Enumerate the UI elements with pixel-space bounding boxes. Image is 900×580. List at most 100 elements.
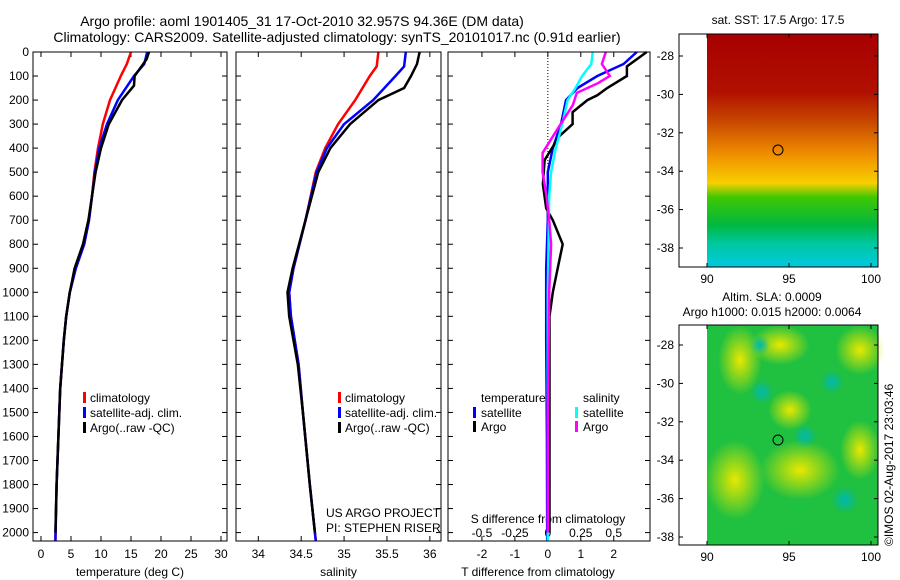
us-argo-project-credit: US ARGO PROJECT (326, 506, 441, 520)
x-axis-label: salinity (320, 565, 357, 579)
sst-map: sat. SST: 17.5 Argo: 17.5 90 95 100 -28 -30 -… (657, 13, 882, 286)
x-tick-label: -1 (510, 547, 521, 561)
lon-tick-label: 95 (782, 272, 796, 286)
s-diff-tick-label: -0.25 (501, 526, 529, 540)
depth-tick-label: 500 (9, 165, 29, 179)
argo-position-marker (772, 144, 784, 156)
x-tick-label: 5 (68, 547, 75, 561)
x-tick-label: 30 (214, 547, 228, 561)
legend-swatch (575, 421, 578, 432)
lon-tick-label: 95 (782, 550, 796, 564)
lat-tick-label: -36 (657, 203, 675, 217)
legend-label: Argo (481, 420, 507, 434)
x-tick-label: 0 (545, 547, 552, 561)
depth-tick-label: 300 (9, 117, 29, 131)
x-tick-label: -2 (477, 547, 488, 561)
legend-swatch (338, 422, 341, 433)
sst-map-frame (678, 33, 879, 268)
argo-position-marker (772, 434, 784, 446)
x-tick-label: 0 (38, 547, 45, 561)
depth-tick-label: 600 (9, 189, 29, 203)
depth-tick-label: 1600 (2, 429, 29, 443)
depth-tick-label: 1800 (2, 478, 29, 492)
legend-label: Argo(..raw -QC) (345, 421, 430, 435)
legend-label: Argo (583, 420, 609, 434)
legend-swatch (83, 392, 86, 403)
x-tick-label: 36 (423, 547, 437, 561)
lon-tick-label: 100 (861, 272, 881, 286)
series-line-argo-raw-qc- (54, 51, 151, 533)
legend-title-salinity: salinity (583, 391, 620, 405)
sst-map-title: sat. SST: 17.5 Argo: 17.5 (712, 13, 845, 27)
x-tick-label: 25 (184, 547, 198, 561)
x-tick-label: 34 (252, 547, 266, 561)
depth-tick-label: 1700 (2, 454, 29, 468)
panel-frame (447, 51, 651, 542)
depth-tick-label: 1200 (2, 333, 29, 347)
series-line-climatology (54, 51, 133, 542)
sla-map-frame (678, 324, 879, 546)
legend-label: satellite-adj. clim. (90, 406, 182, 420)
lat-tick-label: -30 (657, 87, 675, 101)
imos-timestamp: ©IMOS 02-Aug-2017 23:03:46 (882, 383, 896, 546)
legend-label: satellite (481, 406, 522, 420)
depth-tick-label: 1400 (2, 381, 29, 395)
s-diff-tick-label: 0.25 (569, 526, 593, 540)
lon-tick-label: 90 (700, 272, 714, 286)
x-tick-label: 34.5 (290, 547, 314, 561)
x-tick-label: 1 (577, 547, 584, 561)
x-axis-label: temperature (deg C) (76, 565, 184, 579)
x-tick-label: 20 (154, 547, 168, 561)
x-axis-label: T difference from climatology (461, 565, 615, 579)
sst-map-field (707, 34, 878, 267)
depth-tick-label: 1500 (2, 405, 29, 419)
sla-map-title-line1: Altim. SLA: 0.0009 (722, 290, 822, 304)
lat-tick-label: -36 (657, 492, 675, 506)
salinity-panel: 34 34.5 35 35.5 36 salinity climatologysatelli… (235, 51, 442, 579)
depth-tick-label: 700 (9, 213, 29, 227)
lat-tick-label: -38 (657, 241, 675, 255)
legend-label: satellite-adj. clim. (345, 406, 437, 420)
s-diff-tick-label: -0.5 (472, 526, 493, 540)
lat-tick-label: -32 (657, 415, 675, 429)
legend-label: satellite (583, 406, 624, 420)
x-tick-label: 35 (337, 547, 351, 561)
lon-tick-label: 100 (861, 550, 881, 564)
legend-swatch (473, 421, 476, 432)
legend-swatch (338, 407, 341, 418)
depth-tick-label: 100 (9, 69, 29, 83)
x-tick-label: 10 (94, 547, 108, 561)
panel-frame (32, 51, 228, 542)
lat-tick-label: -28 (657, 49, 675, 63)
lat-tick-label: -28 (657, 338, 675, 352)
lat-tick-label: -38 (657, 530, 675, 544)
legend-swatch (575, 407, 578, 418)
depth-tick-label: 0 (22, 45, 29, 59)
depth-tick-label: 1300 (2, 357, 29, 371)
depth-tick-label: 1100 (3, 309, 29, 323)
legend-title-temperature: temperature (481, 391, 546, 405)
series-line-climatology (287, 51, 380, 542)
legend-swatch (83, 422, 86, 433)
figure-title-line2: Climatology: CARS2009. Satellite-adjuste… (53, 29, 620, 45)
s-diff-tick-label: 0.5 (605, 526, 622, 540)
sla-map-blobs (705, 325, 885, 520)
depth-tick-label: 400 (9, 141, 29, 155)
figure-title-line1: Argo profile: aoml 1901405_31 17-Oct-201… (80, 13, 524, 29)
depth-tick-label: 200 (9, 93, 29, 107)
legend-swatch (83, 407, 86, 418)
sla-map: Altim. SLA: 0.0009 Argo h1000: 0.015 h20… (657, 290, 885, 564)
panel-frame (235, 51, 442, 542)
sla-map-title-line2: Argo h1000: 0.015 h2000: 0.0064 (683, 305, 862, 319)
series-line-temperature-argo (541, 50, 648, 533)
x-tick-label: 35.5 (375, 547, 399, 561)
depth-tick-label: 900 (9, 261, 29, 275)
legend-swatch (473, 407, 476, 418)
pi-credit: PI: STEPHEN RISER (326, 521, 441, 535)
lat-tick-label: -34 (657, 453, 675, 467)
lon-tick-label: 90 (700, 550, 714, 564)
series-line-argo-raw-qc- (286, 51, 421, 533)
lat-tick-label: -30 (657, 376, 675, 390)
